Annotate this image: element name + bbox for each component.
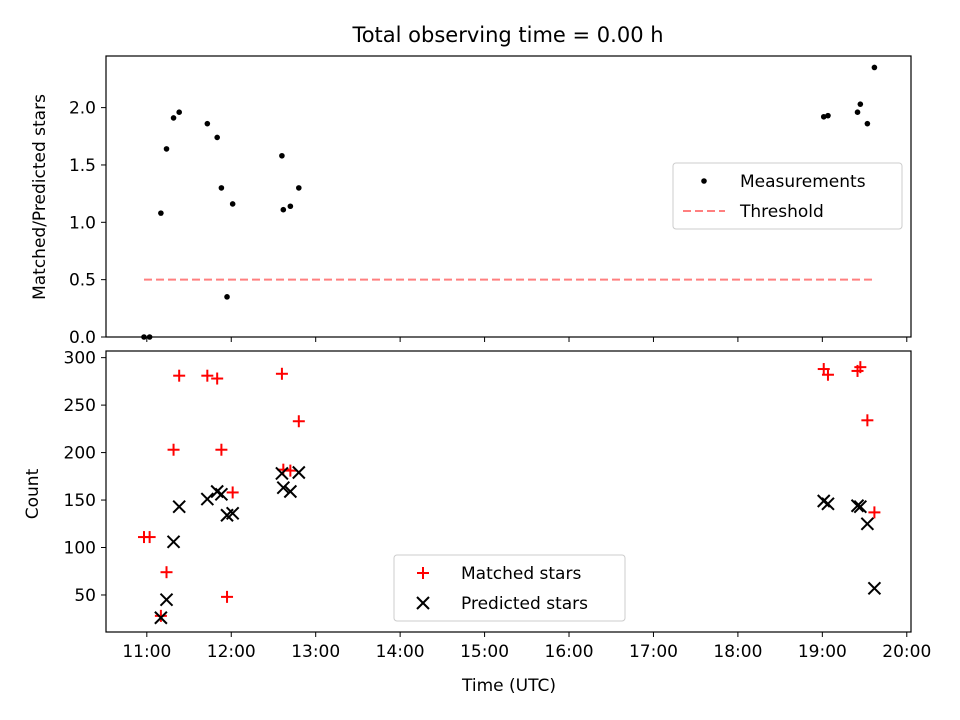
y-tick-label: 1.0 [69,213,96,233]
y-tick-label: 100 [64,539,96,559]
predicted-stars-point [860,517,875,531]
measurement-point [218,185,225,191]
matched-stars-point [821,368,834,381]
measurement-point [176,109,182,115]
measurement-point [204,120,211,127]
x-tick-label: 11:00 [122,642,171,662]
measurement-point [820,113,827,120]
top-y-axis-label: Matched/Predicted stars [30,94,50,300]
bottom-plot-frame [105,350,912,633]
matched-stars-point [215,443,228,456]
measurement-point [141,334,147,340]
matched-stars-point [226,486,239,499]
top-legend: Measurements Threshold [672,162,903,230]
top-plot-frame [105,55,912,338]
matched-stars-point [284,464,297,477]
measurement-point [170,115,177,121]
legend-matched-marker [417,567,429,579]
x-tick-label: 12:00 [207,642,256,662]
legend-predicted-label: Predicted stars [461,594,588,614]
predicted-stars-point [853,499,868,514]
x-tick-label: 17:00 [629,642,678,662]
measurement-point [224,294,230,300]
predicted-stars-point [821,497,835,511]
predicted-stars-point [867,581,882,596]
predicted-stars-point [283,484,298,499]
y-tick-label: 200 [64,444,96,464]
top-panel: Total observing time = 0.00 h Matched/Pr… [30,23,912,348]
measurement-point [279,152,285,159]
y-tick-label: 150 [64,491,96,511]
measurement-point [280,206,287,213]
matched-stars-point [201,369,214,382]
bottom-ticks: 11:00 12:00 13:00 14:00 15:00 16:00 17:00 18:00… [64,349,932,662]
matched-stars-point [275,367,288,380]
measurement-point [825,112,831,119]
x-tick-label: 19:00 [798,642,847,662]
matched-stars-point [160,566,173,579]
measurement-point [854,109,861,115]
x-tick-label: 15:00 [460,642,509,662]
legend-measurements-marker [701,178,707,184]
matched-stars-point [211,372,224,385]
matched-stars-point [173,369,186,382]
x-tick-label: 13:00 [291,642,340,662]
measurement-point [857,101,864,107]
measurement-point [163,146,170,152]
x-tick-label: 16:00 [545,642,594,662]
x-axis-label: Time (UTC) [461,676,556,696]
top-ticks: 0.0 0.5 1.0 1.5 2.0 [69,99,908,348]
x-tick-label: 20:00 [882,642,931,662]
matched-stars-point [854,361,867,374]
measurement-point [296,185,302,191]
bottom-legend: Matched stars Predicted stars [393,554,626,622]
x-tick-label: 18:00 [713,642,762,662]
y-tick-label: 0.0 [69,328,96,348]
y-tick-label: 2.0 [69,99,96,119]
legend-matched-label: Matched stars [461,564,581,584]
predicted-stars-point [850,499,865,513]
count-marks [137,361,882,625]
matched-stars-point [868,506,881,519]
predicted-stars-point [275,466,289,481]
matched-stars-point [221,590,234,603]
measurement-point [229,201,236,207]
y-tick-label: 250 [64,396,96,416]
measurement-point [864,120,871,127]
predicted-stars-point [292,465,306,480]
y-tick-label: 50 [74,586,96,606]
matched-stars-point [292,415,305,428]
legend-predicted-marker [416,596,430,610]
bottom-panel: Count Time (UTC) 11:00 12:00 13:00 14:00 15:… [23,349,931,696]
measurement-point [158,210,164,216]
measurement-point [146,334,153,340]
matched-stars-point [154,609,167,622]
matched-stars-point [861,414,874,427]
measurement-point [214,134,220,141]
y-tick-label: 1.5 [69,156,96,176]
top-legend-box [672,162,903,230]
predicted-stars-point [225,506,240,521]
predicted-stars-point [166,535,181,549]
x-tick-label: 14:00 [376,642,425,662]
measurement-point [287,203,294,210]
y-tick-label: 0.5 [69,271,96,291]
predicted-stars-point [159,593,174,607]
measurement-point [871,64,878,71]
legend-measurements-label: Measurements [740,172,866,192]
chart-title: Total observing time = 0.00 h [351,23,663,47]
predicted-stars-point [276,480,291,495]
legend-threshold-label: Threshold [739,202,824,222]
predicted-stars-point [200,492,215,506]
y-tick-label: 300 [64,349,96,369]
measurement-marks [141,64,878,340]
predicted-stars-point [172,499,186,514]
predicted-stars-point [214,487,229,502]
bottom-legend-box [393,554,626,622]
predicted-stars-point [154,611,168,625]
bottom-y-axis-label: Count [23,468,43,519]
matched-stars-point [167,443,180,456]
matched-stars-point [143,531,156,544]
